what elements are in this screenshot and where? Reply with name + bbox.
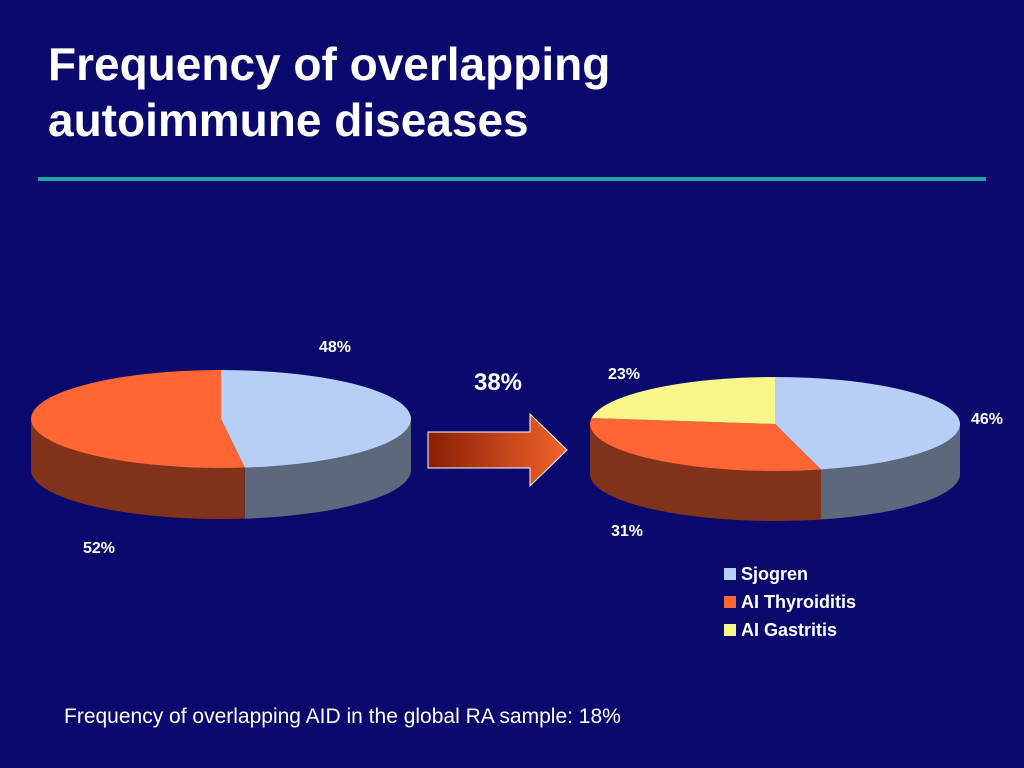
pie2-slice-2 xyxy=(591,377,775,424)
legend-swatch-gastritis xyxy=(724,624,736,636)
pie2-data-label-thyroiditis: 31% xyxy=(611,523,643,540)
pie1-slice-0 xyxy=(221,370,411,468)
pie2-slice-0-side xyxy=(821,424,960,520)
slide-title: Frequency of overlapping autoimmune dise… xyxy=(48,36,610,148)
pie2-legend: Sjogren AI Thyroiditis AI Gastritis xyxy=(724,560,856,644)
legend-item-thyroiditis: AI Thyroiditis xyxy=(724,588,856,616)
pie1-slice-0-side xyxy=(244,419,411,519)
legend-label-sjogren: Sjogren xyxy=(741,563,809,584)
slide-title-line-1: Frequency of overlapping xyxy=(48,38,611,90)
pie-chart-overall xyxy=(30,370,411,520)
arrow-label: 38% xyxy=(474,369,522,396)
pie1-slice-1 xyxy=(30,370,245,469)
arrow-right-icon xyxy=(427,412,568,488)
pie2-slice-0 xyxy=(775,377,960,470)
pie2-data-label-gastritis: 23% xyxy=(608,366,640,383)
legend-item-sjogren: Sjogren xyxy=(724,560,856,588)
pie2-data-label-sjogren: 46% xyxy=(971,411,1003,428)
footer-note: Frequency of overlapping AID in the glob… xyxy=(64,705,621,728)
title-divider xyxy=(38,177,986,181)
legend-label-gastritis: AI Gastritis xyxy=(741,619,838,640)
legend-label-thyroiditis: AI Thyroiditis xyxy=(741,591,857,612)
slide-title-line-2: autoimmune diseases xyxy=(48,94,529,146)
pie2-slice-1 xyxy=(590,418,822,471)
legend-swatch-sjogren xyxy=(724,568,736,580)
pie1-slice-1-side xyxy=(31,419,245,520)
legend-swatch-thyroiditis xyxy=(724,596,736,608)
pie-chart-breakdown xyxy=(590,377,960,521)
pie1-data-label-no-overlap: 52% xyxy=(83,540,115,557)
pie1-data-label-overlap: 48% xyxy=(319,339,351,356)
legend-item-gastritis: AI Gastritis xyxy=(724,616,856,644)
pie2-slice-1-side xyxy=(590,424,822,521)
